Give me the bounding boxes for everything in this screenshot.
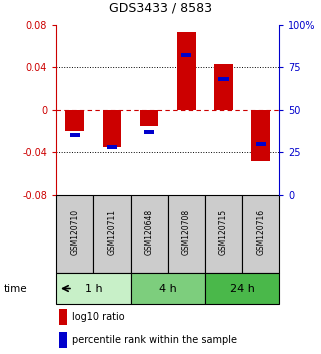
- Bar: [140, 110, 159, 126]
- Bar: [218, 77, 229, 81]
- Bar: [168, 195, 205, 273]
- Bar: [59, 309, 67, 325]
- Bar: [181, 53, 191, 57]
- Text: time: time: [3, 284, 27, 293]
- Bar: [242, 195, 279, 273]
- Text: GSM120708: GSM120708: [182, 209, 191, 255]
- Bar: [65, 110, 84, 131]
- Bar: [214, 64, 233, 110]
- Bar: [251, 110, 270, 161]
- Bar: [70, 133, 80, 137]
- Bar: [56, 195, 93, 273]
- Text: GSM120715: GSM120715: [219, 209, 228, 255]
- Bar: [205, 195, 242, 273]
- Bar: [107, 145, 117, 149]
- Bar: [59, 332, 67, 348]
- Bar: [144, 130, 154, 134]
- Text: percentile rank within the sample: percentile rank within the sample: [72, 335, 237, 346]
- Text: GSM120716: GSM120716: [256, 209, 265, 255]
- Text: 24 h: 24 h: [230, 284, 255, 293]
- Bar: [56, 273, 131, 304]
- Text: GDS3433 / 8583: GDS3433 / 8583: [109, 1, 212, 14]
- Bar: [131, 195, 168, 273]
- Text: 1 h: 1 h: [84, 284, 102, 293]
- Bar: [103, 110, 121, 147]
- Text: GSM120710: GSM120710: [70, 209, 79, 255]
- Bar: [256, 142, 266, 145]
- Bar: [131, 273, 205, 304]
- Bar: [177, 32, 195, 110]
- Bar: [93, 195, 131, 273]
- Bar: [205, 273, 279, 304]
- Text: log10 ratio: log10 ratio: [72, 312, 125, 322]
- Text: GSM120648: GSM120648: [145, 209, 154, 255]
- Text: 4 h: 4 h: [159, 284, 177, 293]
- Text: GSM120711: GSM120711: [108, 209, 117, 255]
